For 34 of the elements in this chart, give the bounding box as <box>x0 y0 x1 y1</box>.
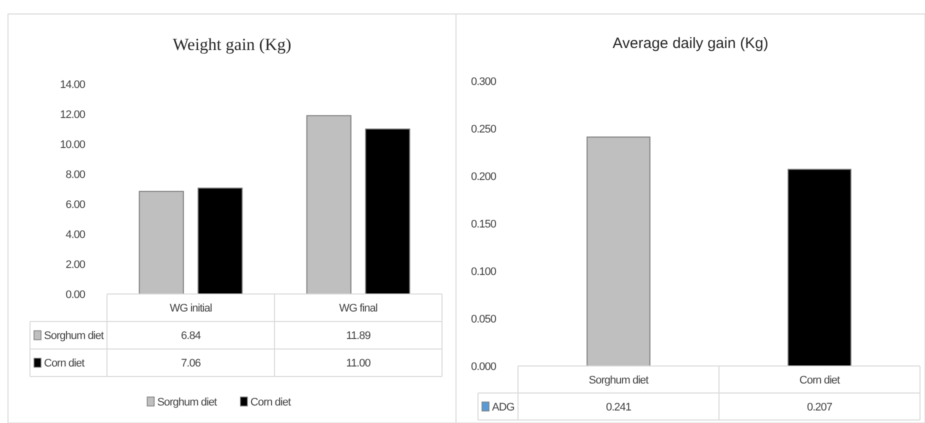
data-label: 11.89 <box>346 330 371 342</box>
x-tick-label: WG final <box>339 302 378 315</box>
y-tick-label: 12.00 <box>60 108 86 121</box>
y-tick-label: 10.00 <box>60 138 86 151</box>
chart-title: Weight gain (Kg) <box>172 35 292 54</box>
bar <box>138 190 184 294</box>
data-label: 7.06 <box>181 358 201 370</box>
y-tick-label: 0.00 <box>66 288 86 301</box>
y-tick-label: 0.300 <box>470 76 496 88</box>
chart-title: Average daily gain (Kg) <box>612 35 768 52</box>
data-label: 6.84 <box>181 330 201 342</box>
data-label: 0.207 <box>806 401 832 414</box>
y-tick-label: 2.00 <box>66 258 86 271</box>
y-tick-label: 0.100 <box>470 266 496 278</box>
bar <box>306 115 352 294</box>
legend-label: Corn diet <box>250 396 291 408</box>
data-label: 11.00 <box>346 358 371 370</box>
y-tick-label: 6.00 <box>66 198 86 211</box>
text: Sorghum diet <box>157 396 217 408</box>
y-tick-label: 0.200 <box>470 170 496 183</box>
y-tick-label: 0.050 <box>470 313 496 326</box>
y-tick-label: 0.000 <box>470 360 496 373</box>
text: ADG <box>492 401 514 414</box>
y-tick-label: 0.250 <box>470 123 496 136</box>
x-tick-label: WG initial <box>170 302 212 315</box>
y-tick-label: 4.00 <box>66 228 86 241</box>
bar <box>198 188 243 294</box>
y-tick-label: 0.150 <box>470 218 496 230</box>
data-label: 0.241 <box>606 401 632 414</box>
legend-label: Sorghum diet <box>44 330 104 342</box>
text: Corn diet <box>44 358 84 370</box>
y-tick-label: 8.00 <box>66 168 86 181</box>
bar <box>365 128 410 294</box>
y-tick-label: 14.00 <box>60 78 86 91</box>
